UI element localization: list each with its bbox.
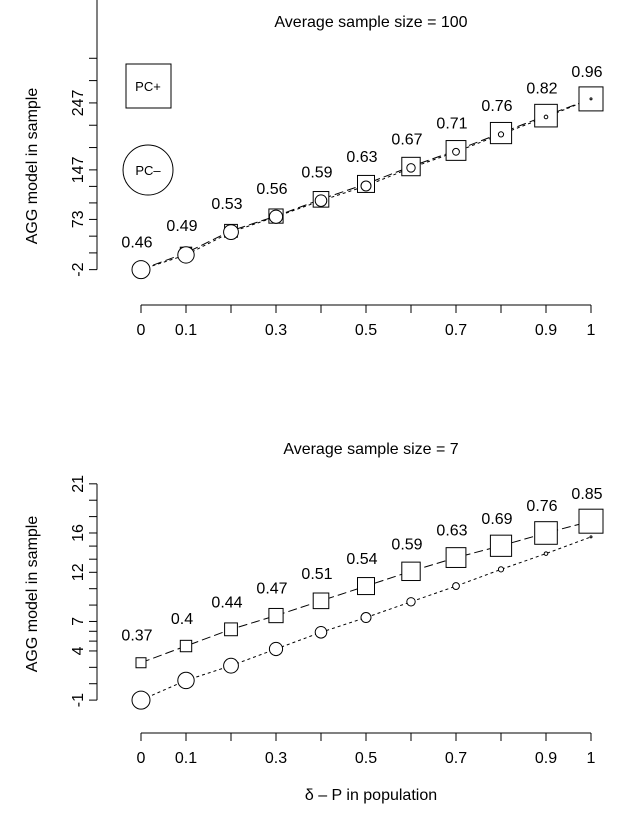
panel-bottom-y-axis-label: AGG model in sample — [24, 516, 41, 673]
series-pc-minus-point — [268, 209, 284, 224]
y-tick-label: 16 — [70, 524, 87, 542]
y-tick-label: 73 — [70, 210, 87, 228]
point-value-label: 0.49 — [166, 218, 197, 235]
legend: PC+ PC– — [122, 63, 174, 196]
x-tick-label: 0 — [137, 750, 146, 767]
series-pc-plus-point — [357, 577, 375, 596]
legend-pc-minus-circle — [122, 144, 174, 196]
point-value-label: 0.53 — [211, 196, 242, 213]
y-tick-label: 12 — [70, 563, 87, 581]
series-pc-plus-point — [489, 534, 513, 557]
series-pc-minus-point — [360, 612, 372, 624]
y-tick-label: 4 — [70, 646, 87, 655]
point-value-label: 0.54 — [346, 551, 377, 568]
series-pc-minus-line — [140, 536, 592, 701]
x-tick-label: 0.9 — [535, 322, 557, 339]
point-value-label: 0.44 — [211, 594, 242, 611]
point-value-label: 0.82 — [526, 81, 557, 98]
legend-pc-plus-square — [125, 63, 172, 109]
point-value-label: 0.51 — [301, 566, 332, 583]
series-pc-minus-point — [177, 671, 195, 690]
series-pc-minus-point — [314, 625, 328, 639]
point-value-label: 0.69 — [481, 511, 512, 528]
point-value-label: 0.56 — [256, 181, 287, 198]
x-tick-label: 0.1 — [175, 750, 197, 767]
point-value-label: 0.59 — [391, 536, 422, 553]
x-tick-label: 0.5 — [355, 750, 377, 767]
y-tick-label: 147 — [70, 156, 87, 183]
series-pc-minus-point — [497, 131, 505, 138]
x-tick-label: 0 — [137, 322, 146, 339]
x-tick-label: 0.3 — [265, 322, 287, 339]
series-pc-plus-point — [401, 561, 421, 582]
panel-bottom: Average sample size = 7 AGG model in sam… — [24, 441, 604, 767]
x-tick-label: 0.7 — [445, 750, 467, 767]
series-pc-plus-point — [312, 592, 330, 610]
x-tick-label: 1 — [587, 322, 596, 339]
series-pc-minus-point — [406, 163, 416, 173]
point-value-label: 0.46 — [121, 235, 152, 252]
x-tick-label: 0.3 — [265, 750, 287, 767]
shared-x-axis-label: δ – P in population — [305, 787, 437, 804]
point-value-label: 0.76 — [481, 98, 512, 115]
legend-pc-plus-label: PC+ — [135, 79, 161, 94]
panel-top: Average sample size = 100 AGG model in s… — [24, 0, 604, 339]
point-value-label: 0.4 — [171, 611, 193, 628]
series-pc-minus-point — [543, 551, 549, 556]
series-pc-plus-point — [534, 521, 558, 545]
series-pc-minus-point — [360, 180, 372, 192]
series-pc-minus-point — [177, 246, 195, 264]
series-pc-minus-point — [314, 194, 328, 207]
series-pc-minus-point — [543, 114, 549, 120]
series-pc-plus-point — [179, 639, 193, 653]
series-pc-minus-point — [131, 690, 151, 710]
series-pc-plus-point — [578, 508, 604, 534]
series-pc-minus-point — [268, 641, 284, 657]
y-tick-label: 21 — [70, 475, 87, 493]
y-tick-label: 7 — [70, 617, 87, 626]
point-value-label: 0.63 — [436, 523, 467, 540]
panel-bottom-title: Average sample size = 7 — [283, 441, 458, 458]
panel-top-y-axis-label: AGG model in sample — [24, 88, 41, 245]
series-pc-minus-point — [131, 260, 151, 280]
series-pc-minus-point — [589, 97, 593, 101]
point-value-label: 0.96 — [571, 64, 602, 81]
series-pc-minus-point — [589, 535, 593, 539]
series-pc-minus-point — [452, 582, 460, 590]
series-pc-minus-point — [452, 147, 460, 156]
x-tick-label: 0.9 — [535, 750, 557, 767]
point-value-label: 0.59 — [301, 164, 332, 181]
x-tick-label: 0.5 — [355, 322, 377, 339]
series-pc-minus-point — [406, 597, 416, 607]
series-pc-plus-point — [224, 622, 238, 637]
y-tick-label: -1 — [70, 693, 87, 707]
series-pc-minus-point — [223, 657, 239, 674]
point-value-label: 0.63 — [346, 149, 377, 166]
x-tick-label: 1 — [587, 750, 596, 767]
series-pc-plus-point — [268, 607, 284, 624]
point-value-label: 0.67 — [391, 132, 422, 149]
x-tick-label: 0.7 — [445, 322, 467, 339]
panel-top-title: Average sample size = 100 — [274, 14, 467, 31]
point-value-label: 0.76 — [526, 498, 557, 515]
point-value-label: 0.37 — [121, 628, 152, 645]
point-value-label: 0.71 — [436, 115, 467, 132]
series-pc-minus-point — [497, 566, 505, 573]
series-pc-plus-point — [445, 547, 467, 568]
series-pc-plus-point — [135, 657, 147, 669]
point-value-label: 0.47 — [256, 581, 287, 598]
point-value-label: 0.85 — [571, 486, 602, 503]
y-tick-label: 247 — [70, 89, 87, 116]
legend-pc-minus-label: PC– — [135, 163, 161, 178]
x-tick-label: 0.1 — [175, 322, 197, 339]
series-pc-minus-point — [223, 224, 239, 241]
y-tick-label: -2 — [70, 262, 87, 276]
